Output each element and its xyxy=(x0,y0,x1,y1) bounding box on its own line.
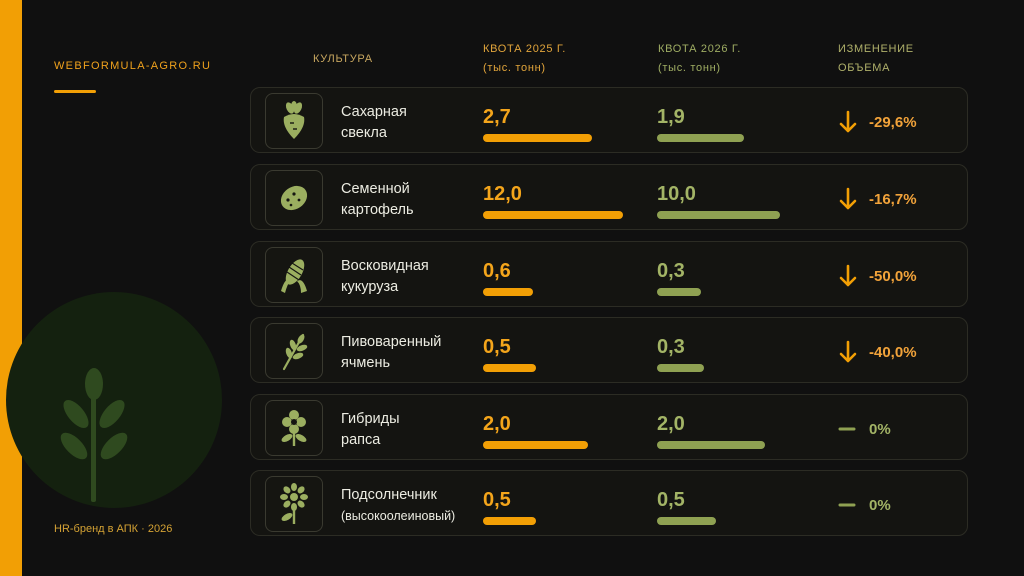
quota-2026-bar xyxy=(657,517,716,525)
barley-icon xyxy=(265,323,323,379)
header-quota-2025: КВОТА 2025 Г. (тыс. тонн) xyxy=(483,43,566,74)
arrow-down-icon xyxy=(839,340,857,363)
quota-2025-value: 0,5 xyxy=(483,336,511,358)
quota-2025-bar xyxy=(483,364,536,372)
crop-name: Семенной картофель xyxy=(341,181,414,218)
corn-icon xyxy=(265,247,323,303)
brand-name: WEBFORMULA-AGRO.RU xyxy=(54,60,212,72)
quota-2026-bar xyxy=(657,441,765,449)
table-row: Семенной картофель 12,0 10,0 -16,7% xyxy=(250,164,968,230)
crop-name: Подсолнечник (высокоолеиновый) xyxy=(341,487,456,523)
quota-2025-value: 0,6 xyxy=(483,260,511,282)
crop-name: Пивоваренный ячмень xyxy=(341,334,442,371)
table-row: Гибриды рапса 2,0 2,0 0% xyxy=(250,394,968,460)
quota-2025-bar xyxy=(483,134,592,142)
wheat-icon xyxy=(60,368,128,502)
arrow-down-icon xyxy=(839,187,857,210)
change-value: 0% xyxy=(869,497,891,514)
quota-2025-bar xyxy=(483,441,588,449)
header-culture: КУЛЬТУРА xyxy=(313,53,373,65)
dash-icon xyxy=(838,503,856,507)
quota-2026-value: 1,9 xyxy=(657,106,685,128)
table-row: Восковидная кукуруза 0,6 0,3 -50,0% xyxy=(250,241,968,307)
change-value: -40,0% xyxy=(869,344,917,361)
quota-2026-value: 0,3 xyxy=(657,260,685,282)
header-quota-2026: КВОТА 2026 Г. (тыс. тонн) xyxy=(658,43,741,74)
quota-2026-bar xyxy=(657,134,744,142)
change-value: -50,0% xyxy=(869,268,917,285)
table-row: Сахарная свекла 2,7 1,9 -29,6% xyxy=(250,87,968,153)
quota-2025-value: 12,0 xyxy=(483,183,522,205)
beet-icon xyxy=(265,93,323,149)
quota-2025-bar xyxy=(483,288,533,296)
sunflower-icon xyxy=(265,476,323,532)
header-change: ИЗМЕНЕНИЕ ОБЪЕМА xyxy=(838,43,914,74)
table-row: Подсолнечник (высокоолеиновый) 0,5 0,5 0% xyxy=(250,470,968,536)
quota-2026-bar xyxy=(657,288,701,296)
decorative-circle xyxy=(6,292,222,508)
change-value: 0% xyxy=(869,421,891,438)
crop-name: Гибриды рапса xyxy=(341,411,400,448)
crop-name: Восковидная кукуруза xyxy=(341,258,429,295)
dash-icon xyxy=(838,427,856,431)
potato-icon xyxy=(265,170,323,226)
quota-2026-value: 0,3 xyxy=(657,336,685,358)
arrow-down-icon xyxy=(839,110,857,133)
quota-2025-value: 0,5 xyxy=(483,489,511,511)
quota-2026-value: 10,0 xyxy=(657,183,696,205)
quota-2026-bar xyxy=(657,364,704,372)
quota-2026-value: 2,0 xyxy=(657,413,685,435)
crop-name: Сахарная свекла xyxy=(341,104,407,141)
rapeseed-flower-icon xyxy=(265,400,323,456)
quota-2025-value: 2,7 xyxy=(483,106,511,128)
arrow-down-icon xyxy=(839,264,857,287)
quota-2026-bar xyxy=(657,211,780,219)
brand-underline xyxy=(54,90,96,93)
quota-2026-value: 0,5 xyxy=(657,489,685,511)
quota-2025-bar xyxy=(483,211,623,219)
footer-text: HR-бренд в АПК · 2026 xyxy=(54,523,173,535)
quota-2025-value: 2,0 xyxy=(483,413,511,435)
change-value: -16,7% xyxy=(869,191,917,208)
table-row: Пивоваренный ячмень 0,5 0,3 -40,0% xyxy=(250,317,968,383)
quota-2025-bar xyxy=(483,517,536,525)
change-value: -29,6% xyxy=(869,114,917,131)
accent-stripe xyxy=(0,0,22,576)
